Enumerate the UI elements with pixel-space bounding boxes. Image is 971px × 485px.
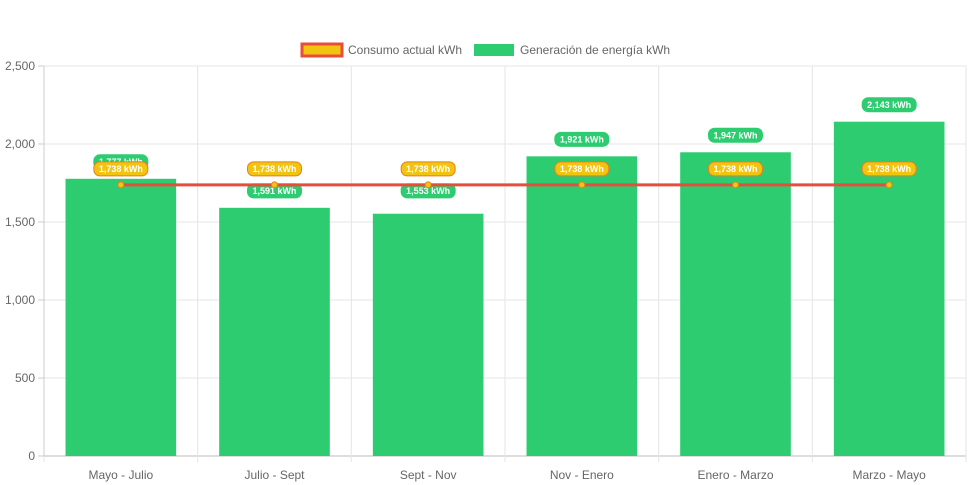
bar [372, 213, 484, 456]
line-data-label: 1,738 kWh [560, 164, 604, 174]
bar-data-label: 2,143 kWh [867, 100, 911, 110]
x-tick-label: Mayo - Julio [88, 468, 153, 482]
bar-data-label: 1,553 kWh [406, 186, 450, 196]
line-data-label-bg [93, 161, 149, 177]
line-data-label: 1,738 kWh [99, 164, 143, 174]
bar [65, 178, 177, 456]
y-tick-label: 500 [15, 371, 35, 385]
bar-data-label: 1,947 kWh [713, 130, 757, 140]
line-point [885, 181, 893, 189]
line-data-label-bg [400, 161, 456, 177]
line-series-consumo [117, 181, 893, 189]
x-tick-label: Sept - Nov [400, 468, 457, 482]
bar [219, 207, 330, 456]
y-tick-label: 1,000 [5, 293, 35, 307]
line-data-label: 1,738 kWh [867, 164, 911, 174]
bar-data-label-bg [708, 127, 763, 143]
y-tick-label: 2,500 [5, 59, 35, 73]
bar-series-generacion [65, 121, 945, 456]
y-tick-label: 0 [28, 449, 35, 463]
line-data-label-bg [708, 161, 763, 177]
line-data-label-bg [554, 161, 610, 177]
legend-swatch-generacion[interactable] [474, 44, 514, 56]
grid [43, 65, 967, 462]
legend-label-generacion[interactable]: Generación de energía kWh [520, 43, 670, 57]
line-point [117, 181, 125, 189]
bar-data-label-bg [861, 97, 917, 113]
y-tick-label: 1,500 [5, 215, 35, 229]
x-tick-label: Enero - Marzo [697, 468, 773, 482]
line-data-label: 1,738 kWh [713, 164, 757, 174]
line-data-label: 1,738 kWh [252, 164, 296, 174]
bar-data-label: 1,591 kWh [252, 186, 296, 196]
bar [833, 121, 945, 456]
bar-data-label: 1,921 kWh [560, 135, 604, 145]
line-point [578, 181, 586, 189]
line-point [424, 181, 432, 189]
y-tick-label: 2,000 [5, 137, 35, 151]
line-data-labels: 1,738 kWh 1,738 kWh 1,738 kWh 1,738 kWh 1,73… [93, 161, 917, 177]
legend-swatch-consumo[interactable] [300, 42, 344, 58]
line-point [271, 181, 278, 189]
legend-label-consumo[interactable]: Consumo actual kWh [348, 43, 462, 57]
bar-data-label-bg [554, 131, 610, 147]
x-tick-label: Nov - Enero [550, 468, 614, 482]
bar [680, 152, 791, 456]
line-point [732, 181, 739, 189]
x-tick-label: Marzo - Mayo [852, 468, 926, 482]
bar [526, 156, 638, 456]
line-data-label-bg [861, 161, 917, 177]
x-tick-label: Julio - Sept [244, 468, 305, 482]
legend: Consumo actual kWh Generación de energía… [300, 42, 670, 58]
y-axis: 0 500 1,000 1,500 2,000 2,500 [5, 59, 45, 463]
line-data-label-bg [247, 161, 302, 177]
x-axis: Mayo - Julio Julio - Sept Sept - Nov Nov - … [88, 468, 926, 482]
line-data-label: 1,738 kWh [406, 164, 450, 174]
